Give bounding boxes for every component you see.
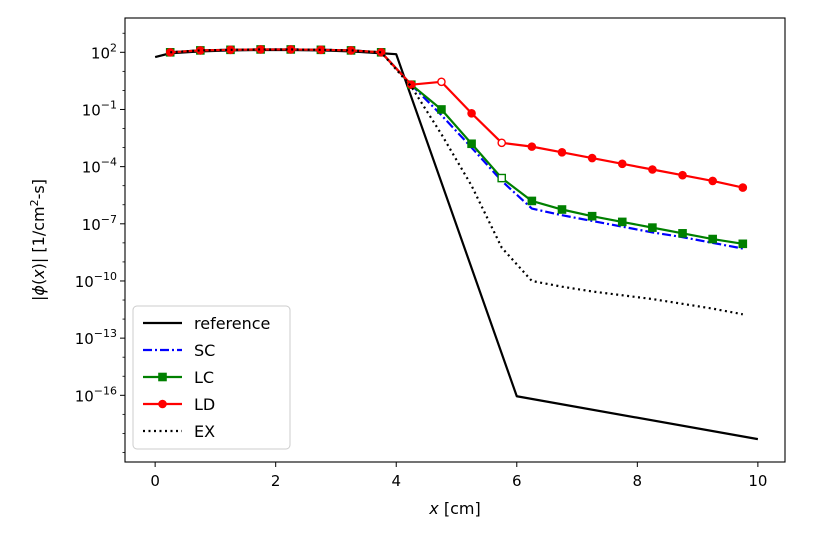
y-tick-label-4: 10−10	[75, 270, 117, 291]
marker-lc-12	[527, 196, 537, 206]
marker-lc-10	[467, 139, 476, 149]
marker-ld-11	[497, 138, 507, 148]
series-line-sc	[170, 48, 744, 250]
legend-label-lc: LC	[194, 368, 214, 387]
marker-ld-17	[678, 170, 687, 180]
marker-lc-16	[648, 223, 657, 232]
marker-lc-11	[497, 173, 507, 183]
marker-lc-17	[678, 229, 687, 238]
plot-frame	[124, 17, 786, 463]
x-tick-label-3: 6	[512, 472, 522, 490]
y-tick-label-3: 10−7	[82, 213, 117, 234]
marker-ld-16	[648, 165, 657, 174]
marker-lc-18	[708, 234, 717, 244]
marker-ld-3	[256, 45, 265, 54]
marker-ld-8	[407, 80, 416, 89]
marker-ld-4	[286, 45, 296, 54]
legend-marker-lc	[158, 372, 167, 382]
legend-label-sc: SC	[194, 341, 215, 360]
y-axis-label: |ϕ(x)| [1/cm2-s]	[28, 179, 48, 301]
marker-ld-13	[557, 148, 567, 157]
x-axis-label: x [cm]	[428, 499, 480, 518]
x-tick-label-4: 8	[633, 472, 643, 490]
legend: reference SC LC LD EX	[132, 305, 291, 450]
marker-ld-12	[527, 142, 537, 151]
legend-label-ex: EX	[194, 422, 215, 441]
legend-box	[132, 305, 291, 450]
marker-ld-14	[587, 153, 597, 163]
series-line-ld	[170, 48, 744, 189]
marker-ld-0	[165, 48, 175, 57]
marker-lc-9	[437, 105, 446, 114]
marker-ld-10	[467, 108, 476, 118]
y-tick-label-2: 10−4	[82, 156, 117, 177]
series-line-lc	[170, 48, 743, 245]
marker-ld-19	[738, 183, 748, 192]
y-tick-label-6: 10−16	[75, 384, 117, 405]
axes-layer: 0 2 4 6 8 10 102 10−1 10−4 10−7 10−10 10−13 10−16 x […	[28, 17, 786, 518]
y-tick-label-5: 10−13	[75, 327, 117, 348]
marker-ld-18	[708, 176, 717, 186]
x-tick-label-2: 4	[391, 472, 401, 490]
marker-ld-2	[226, 45, 235, 55]
x-tick-label-1: 2	[271, 472, 281, 490]
marker-ld-7	[376, 48, 386, 57]
series-layer	[154, 45, 759, 441]
y-tick-label-1: 10−1	[82, 98, 117, 119]
marker-lc-15	[617, 217, 627, 227]
marker-ld-5	[316, 45, 326, 55]
marker-lc-13	[557, 205, 567, 214]
x-tick-label-0: 0	[150, 472, 160, 490]
y-tick-label-0: 102	[91, 41, 117, 62]
legend-marker-ld	[158, 399, 167, 409]
x-tick-label-5: 10	[748, 472, 767, 490]
legend-label-reference: reference	[194, 314, 270, 333]
series-line-ex	[170, 48, 744, 316]
marker-lc-19	[738, 239, 748, 249]
marker-lc-14	[587, 211, 597, 221]
legend-label-ld: LD	[194, 395, 215, 414]
marker-ld-15	[617, 159, 627, 169]
marker-ld-9	[437, 77, 446, 87]
